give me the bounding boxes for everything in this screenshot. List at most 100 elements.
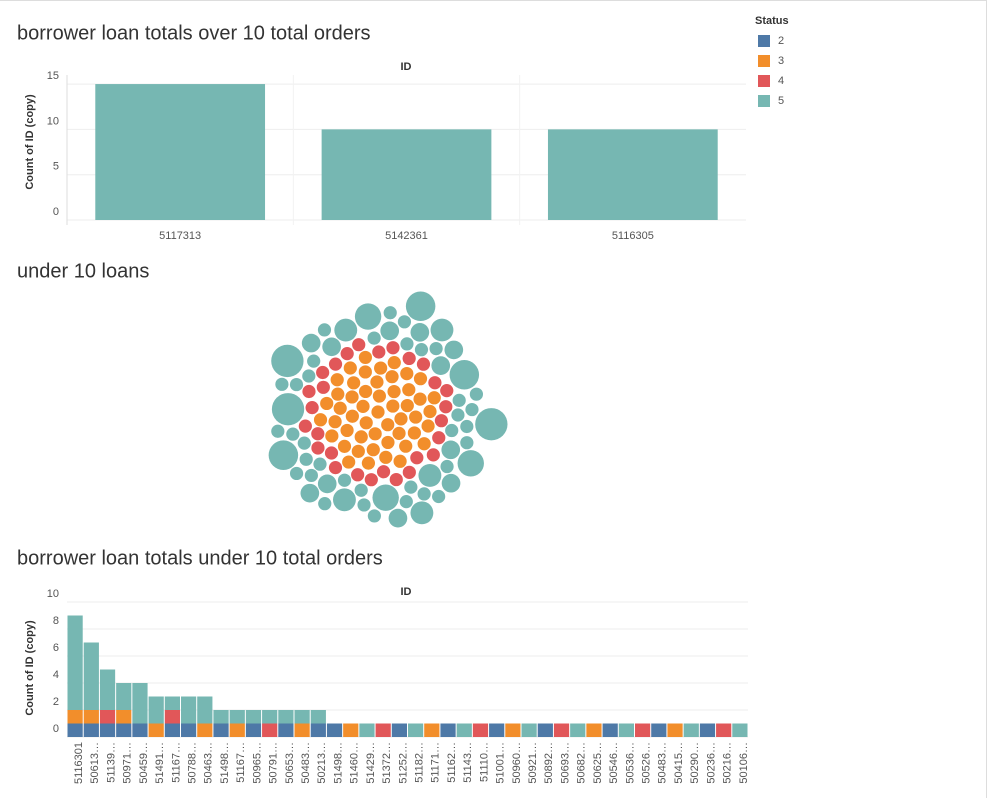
bar-segment	[278, 710, 294, 724]
bar-segment	[278, 723, 294, 737]
chart-title: borrower loan totals over 10 total order…	[17, 22, 371, 44]
bubble	[313, 413, 328, 427]
bubble	[410, 322, 430, 342]
bar-segment	[213, 710, 229, 724]
y-tick-label: 6	[53, 642, 59, 654]
x-tick-label: 50791…	[268, 742, 280, 784]
bar-segment	[489, 723, 505, 737]
bar-segment	[651, 723, 667, 737]
bar-segment	[294, 710, 310, 724]
bubble	[380, 321, 400, 341]
bubble	[289, 377, 304, 392]
bubble	[385, 370, 399, 384]
bar-segment	[732, 723, 748, 737]
bubble	[358, 384, 373, 399]
legend-label: 3	[778, 55, 784, 67]
bubble	[357, 498, 371, 512]
bar-segment	[67, 723, 83, 737]
bar-segment	[343, 723, 359, 737]
bubble	[452, 393, 466, 407]
legend-swatch	[758, 35, 770, 47]
bar-segment	[99, 723, 116, 737]
bubble	[297, 436, 311, 450]
bubble	[286, 427, 300, 441]
bubble	[402, 465, 416, 479]
bubble	[333, 488, 356, 512]
bubble	[409, 410, 423, 424]
x-tick-label: 51498…	[332, 742, 344, 784]
bubble	[432, 431, 446, 445]
bar-segment	[537, 723, 553, 737]
bubble	[325, 429, 339, 443]
bubble	[426, 448, 440, 462]
bubble	[313, 457, 327, 471]
bubble	[393, 454, 407, 468]
bubble	[460, 419, 474, 434]
x-tick-label: 50971…	[122, 742, 134, 784]
bubble	[302, 369, 316, 383]
x-tick-label: 50483…	[300, 742, 312, 784]
bubble	[361, 456, 376, 470]
bubble	[402, 351, 416, 366]
x-header: ID	[401, 586, 412, 598]
bar-segment	[699, 723, 716, 737]
bubble	[449, 359, 480, 390]
x-tick-label: 50290…	[689, 742, 701, 784]
y-tick-label: 15	[47, 70, 59, 82]
bar-segment	[83, 710, 99, 724]
bubble	[337, 473, 352, 487]
bubble	[368, 427, 382, 441]
bubble	[358, 365, 372, 379]
bar-segment	[164, 723, 180, 737]
x-tick-label: 51252…	[397, 742, 409, 784]
bar-segment	[553, 723, 570, 737]
bubble	[400, 366, 414, 381]
bubble	[381, 435, 395, 450]
bar-segment	[197, 696, 213, 724]
bar-segment	[99, 710, 116, 724]
bar-segment	[440, 723, 456, 737]
bubble	[364, 473, 378, 487]
bar-segment	[505, 723, 521, 737]
legend-label: 4	[778, 75, 784, 87]
x-tick-label: 51110…	[478, 742, 490, 782]
bubble	[302, 384, 316, 399]
x-header: ID	[401, 61, 412, 73]
bar-segment	[164, 696, 180, 710]
bubble	[317, 323, 332, 337]
x-tick-label: 5116305	[612, 230, 654, 242]
bubble	[351, 468, 365, 482]
bubble	[376, 465, 391, 479]
bubble	[271, 424, 285, 438]
bubble	[345, 409, 359, 423]
bubble	[469, 387, 484, 401]
bubble	[304, 468, 318, 483]
bar-segment	[586, 723, 602, 737]
bar-segment	[67, 615, 83, 710]
bubble	[389, 472, 403, 487]
bubble	[404, 480, 418, 494]
bubble	[305, 401, 319, 415]
x-tick-label: 51182…	[414, 742, 426, 783]
bubble	[465, 402, 479, 417]
x-tick-label: 5142361	[385, 230, 428, 242]
x-tick-label: 50960…	[511, 742, 523, 784]
y-tick-label: 5	[53, 161, 59, 173]
x-tick-label: 50693…	[559, 742, 571, 784]
bubble	[400, 398, 414, 413]
x-tick-label: 50415…	[673, 742, 685, 784]
x-tick-label: 51143…	[462, 742, 474, 783]
x-tick-label: 50106…	[738, 742, 750, 784]
bubble	[427, 391, 441, 405]
bubble	[328, 357, 343, 371]
x-tick-label: 51498…	[219, 742, 231, 784]
x-tick-label: 5117313	[159, 230, 201, 242]
bubble	[328, 461, 343, 475]
bubble	[356, 399, 370, 413]
bubble	[440, 384, 454, 398]
bar-segment	[310, 723, 326, 737]
bubble	[445, 423, 459, 438]
legend-label: 5	[778, 95, 784, 107]
y-tick-label: 0	[53, 206, 59, 218]
bar-segment	[294, 723, 310, 737]
